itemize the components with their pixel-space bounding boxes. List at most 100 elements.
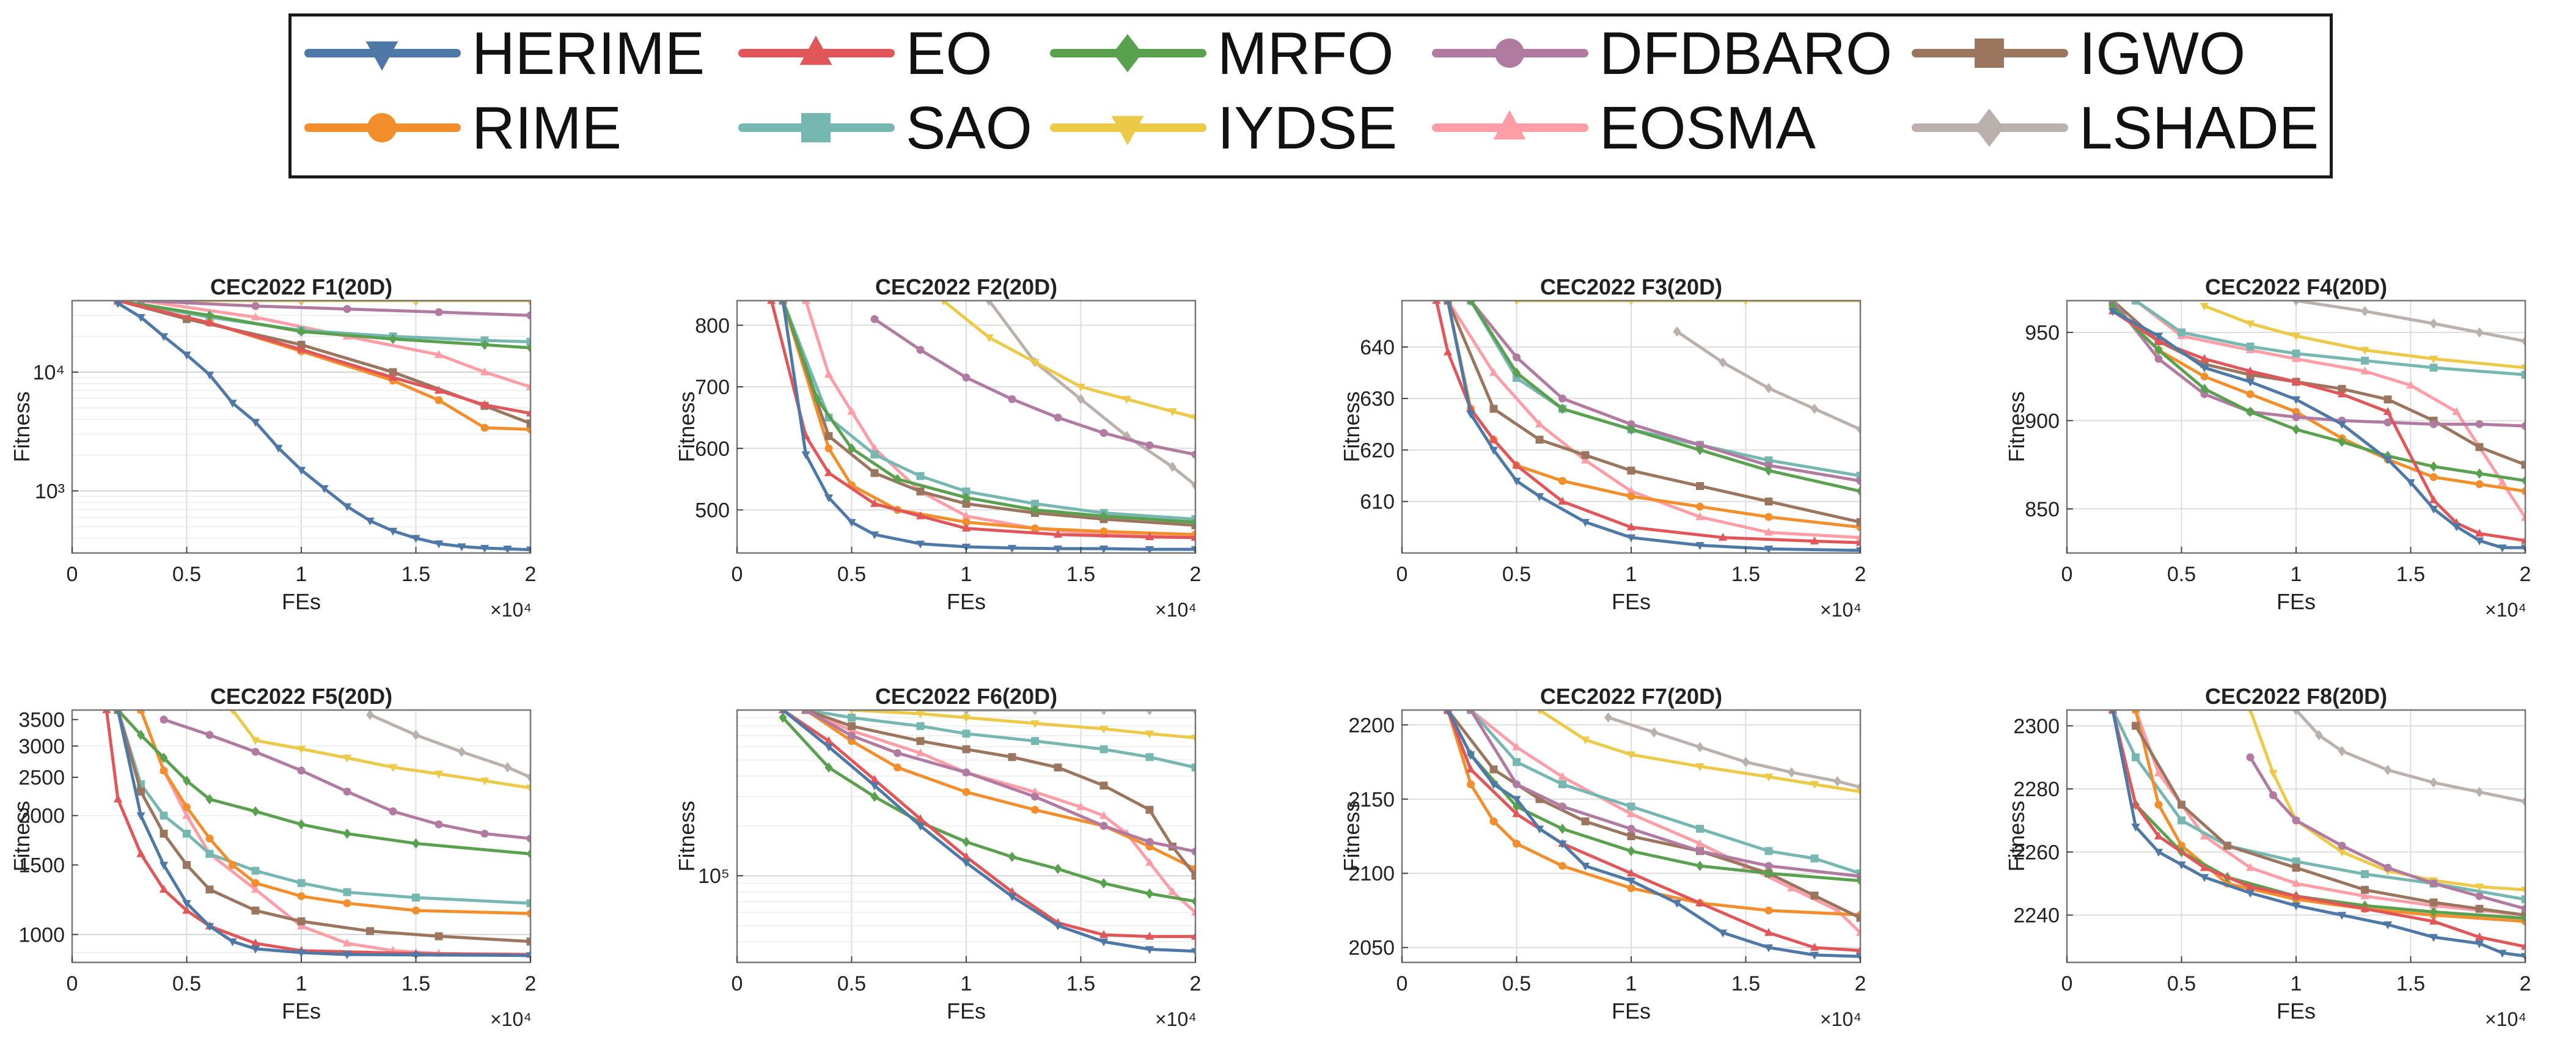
chart-svg: 0 0.5 1 1.5 2 2240 2260 2280 2300 CEC2022 F8(20D)… xyxy=(2004,684,2531,1030)
data-point-herime xyxy=(1007,893,1017,901)
x-tick-label: 0 xyxy=(67,972,78,995)
data-point-igwo xyxy=(2521,461,2525,469)
data-point-eo xyxy=(1512,460,1521,469)
data-point-igwo xyxy=(435,932,443,940)
series-line-dfdbaro xyxy=(2112,301,2525,428)
data-point-mrfo xyxy=(2429,461,2438,472)
data-point-iydse xyxy=(2200,302,2209,311)
series-line-mrfo xyxy=(117,710,530,855)
data-point-igwo xyxy=(2521,911,2525,920)
data-point-igwo xyxy=(2223,841,2231,850)
data-point-iydse xyxy=(1030,720,1040,728)
data-point-sao xyxy=(526,899,530,907)
data-point-dfdbaro xyxy=(1099,429,1108,438)
chart-panel-f8: 0 0.5 1 1.5 2 2240 2260 2280 2300 CEC2022 F8(20D)… xyxy=(1995,684,2576,1051)
series-line-igwo xyxy=(1446,301,1860,524)
data-point-dfdbaro xyxy=(343,305,351,313)
y-tick-label: 800 xyxy=(695,314,730,337)
data-point-dfdbaro xyxy=(1558,394,1566,403)
data-point-herime xyxy=(296,949,306,958)
data-point-eosma xyxy=(1695,512,1704,521)
x-tick-label: 1 xyxy=(1626,972,1637,995)
data-point-iydse xyxy=(2247,710,2253,715)
data-point-sao xyxy=(1627,802,1635,811)
data-point-eo xyxy=(2360,904,2369,912)
chart-panel-f1: 0 0.5 1 1.5 2 10³ 10⁴ CEC2022 F1(20D) FEs ×10⁴ Fit… xyxy=(0,275,623,642)
data-point-dfdbaro xyxy=(2521,422,2525,430)
data-point-mrfo xyxy=(183,775,191,786)
legend-swatch-marker xyxy=(1111,115,1144,145)
x-axis-multiplier: ×10⁴ xyxy=(1820,1008,1862,1030)
data-point-lshade xyxy=(1031,710,1039,716)
data-point-herime xyxy=(228,938,237,947)
data-point-eo xyxy=(916,511,925,519)
data-point-eo xyxy=(2200,354,2209,362)
data-point-iydse xyxy=(1626,751,1636,760)
data-point-mrfo xyxy=(1054,863,1062,874)
series-line-igwo xyxy=(2134,725,2525,917)
series-line-igwo xyxy=(116,710,530,943)
data-point-eosma xyxy=(1030,787,1040,796)
data-point-lshade xyxy=(2521,796,2525,807)
legend-swatch-marker xyxy=(365,41,398,71)
data-point-igwo xyxy=(366,927,374,936)
chart-title: CEC2022 F7(20D) xyxy=(1540,684,1722,709)
data-point-herime xyxy=(1535,493,1544,502)
data-point-dfdbaro xyxy=(1513,353,1521,362)
x-tick-label: 1 xyxy=(961,563,972,586)
data-point-dfdbaro xyxy=(2200,390,2209,398)
x-tick-label: 1.5 xyxy=(2396,563,2425,586)
series-line-dfdbaro xyxy=(873,318,1195,456)
chart-svg: 0 0.5 1 1.5 2 1000 1500 2000 2500 3000 3500 CEC2022… xyxy=(9,684,536,1030)
y-tick-label: 630 xyxy=(1360,387,1395,411)
data-point-eo xyxy=(2429,495,2438,504)
series-group xyxy=(2108,301,2525,553)
data-point-mrfo xyxy=(962,837,971,848)
data-point-sao xyxy=(962,730,971,738)
data-point-herime xyxy=(2498,950,2507,958)
x-tick-label: 2 xyxy=(1855,972,1866,995)
data-point-eosma xyxy=(2360,366,2369,375)
series-line-eo xyxy=(2111,710,2525,948)
series-group xyxy=(1432,301,1860,553)
data-point-eo xyxy=(1810,942,1819,951)
series-line-lshade xyxy=(988,301,1195,487)
chart-panel-f3: 0 0.5 1 1.5 2 610 620 630 640 CEC2022 F3(20D) FEs ×… xyxy=(1330,275,1953,642)
data-point-igwo xyxy=(1054,763,1062,772)
data-point-herime xyxy=(251,419,260,427)
x-axis-label: FEs xyxy=(2277,998,2316,1024)
data-point-igwo xyxy=(1489,405,1498,413)
series-line-rime xyxy=(2134,710,2525,923)
data-point-lshade xyxy=(1673,326,1681,337)
data-point-rime xyxy=(160,766,168,775)
data-point-lshade xyxy=(1145,710,1154,716)
data-point-eo xyxy=(136,849,145,857)
data-point-iydse xyxy=(2429,356,2438,364)
data-point-iydse xyxy=(1743,301,1749,306)
series-line-eosma xyxy=(2134,710,2525,917)
x-axis-label: FEs xyxy=(947,589,986,614)
data-point-herime xyxy=(526,952,530,961)
data-point-mrfo xyxy=(2521,913,2525,924)
data-point-rime xyxy=(1627,492,1635,500)
legend-label: HERIME xyxy=(472,20,705,87)
data-point-dfdbaro xyxy=(1008,395,1016,403)
data-point-sao xyxy=(2429,364,2438,372)
data-point-iydse xyxy=(2337,849,2347,857)
data-point-dfdbaro xyxy=(916,346,925,354)
x-tick-label: 0.5 xyxy=(2167,563,2196,586)
data-point-igwo xyxy=(1764,497,1773,506)
y-axis-label: Fitness xyxy=(2004,800,2029,871)
data-point-sao xyxy=(1764,847,1773,855)
data-point-iydse xyxy=(1030,359,1040,367)
data-point-herime xyxy=(1489,781,1499,789)
data-point-lshade xyxy=(2521,335,2525,346)
legend-label: RIME xyxy=(472,94,622,161)
data-point-mrfo xyxy=(1856,875,1860,886)
data-point-dfdbaro xyxy=(1031,793,1039,801)
data-point-dfdbaro xyxy=(848,731,856,740)
data-point-mrfo xyxy=(779,712,787,723)
data-point-iydse xyxy=(342,755,352,763)
data-point-eo xyxy=(102,710,111,714)
data-point-herime xyxy=(916,540,925,549)
